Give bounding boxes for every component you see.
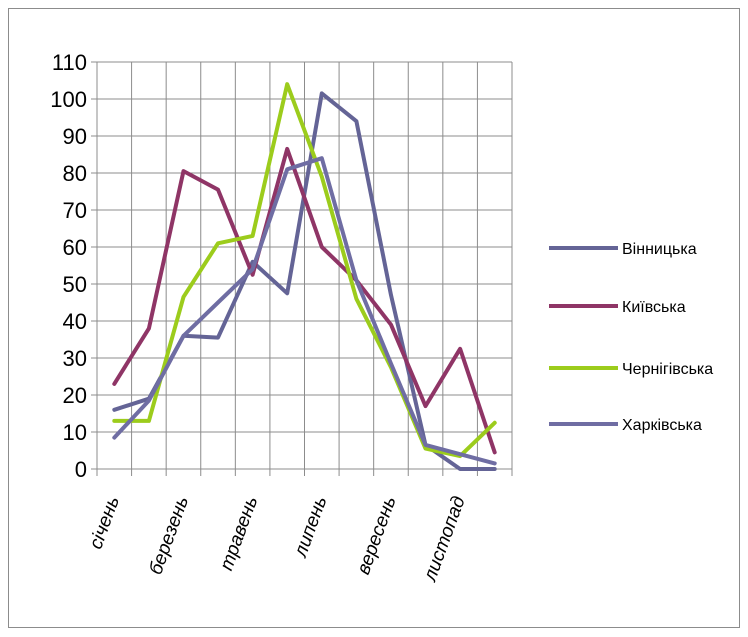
y-tick-label: 20 <box>63 383 87 408</box>
legend-label: Харківська <box>622 417 702 434</box>
y-tick-label: 0 <box>75 457 87 482</box>
y-tick-label: 100 <box>50 87 87 112</box>
x-tick-label: березень <box>145 494 193 578</box>
y-tick-label: 50 <box>63 272 87 297</box>
y-tick-label: 10 <box>63 420 87 445</box>
grid-lines <box>97 61 513 469</box>
series-line-1 <box>112 146 497 455</box>
y-tick-label: 60 <box>63 235 87 260</box>
y-axis-ticks: 0 10 20 30 40 50 60 70 80 90 100 110 <box>50 50 87 482</box>
series-line-3 <box>112 156 497 466</box>
series-line-2 <box>112 82 497 459</box>
x-tick-label: листопад <box>419 494 469 585</box>
y-tick-label: 80 <box>63 161 87 186</box>
axes <box>91 61 513 476</box>
series-lines <box>112 82 497 471</box>
x-axis-ticks: січень березень травень липень вересень листо… <box>86 494 470 585</box>
x-tick-label: липень <box>290 494 332 561</box>
legend: Вінницька Київська Чернігівська Харківська <box>549 241 713 434</box>
legend-label: Київська <box>622 299 686 316</box>
legend-label: Чернігівська <box>622 361 713 378</box>
x-tick-label: травень <box>216 494 262 574</box>
x-tick-label: вересень <box>353 494 401 578</box>
x-tick-label: січень <box>86 494 124 552</box>
y-tick-label: 40 <box>63 309 87 334</box>
y-tick-label: 110 <box>52 50 87 75</box>
y-tick-label: 90 <box>63 124 87 149</box>
y-tick-label: 30 <box>63 346 87 371</box>
legend-label: Вінницька <box>622 241 697 258</box>
y-tick-label: 70 <box>63 198 87 223</box>
